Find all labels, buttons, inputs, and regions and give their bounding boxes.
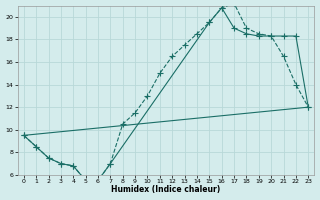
X-axis label: Humidex (Indice chaleur): Humidex (Indice chaleur)	[111, 185, 221, 194]
